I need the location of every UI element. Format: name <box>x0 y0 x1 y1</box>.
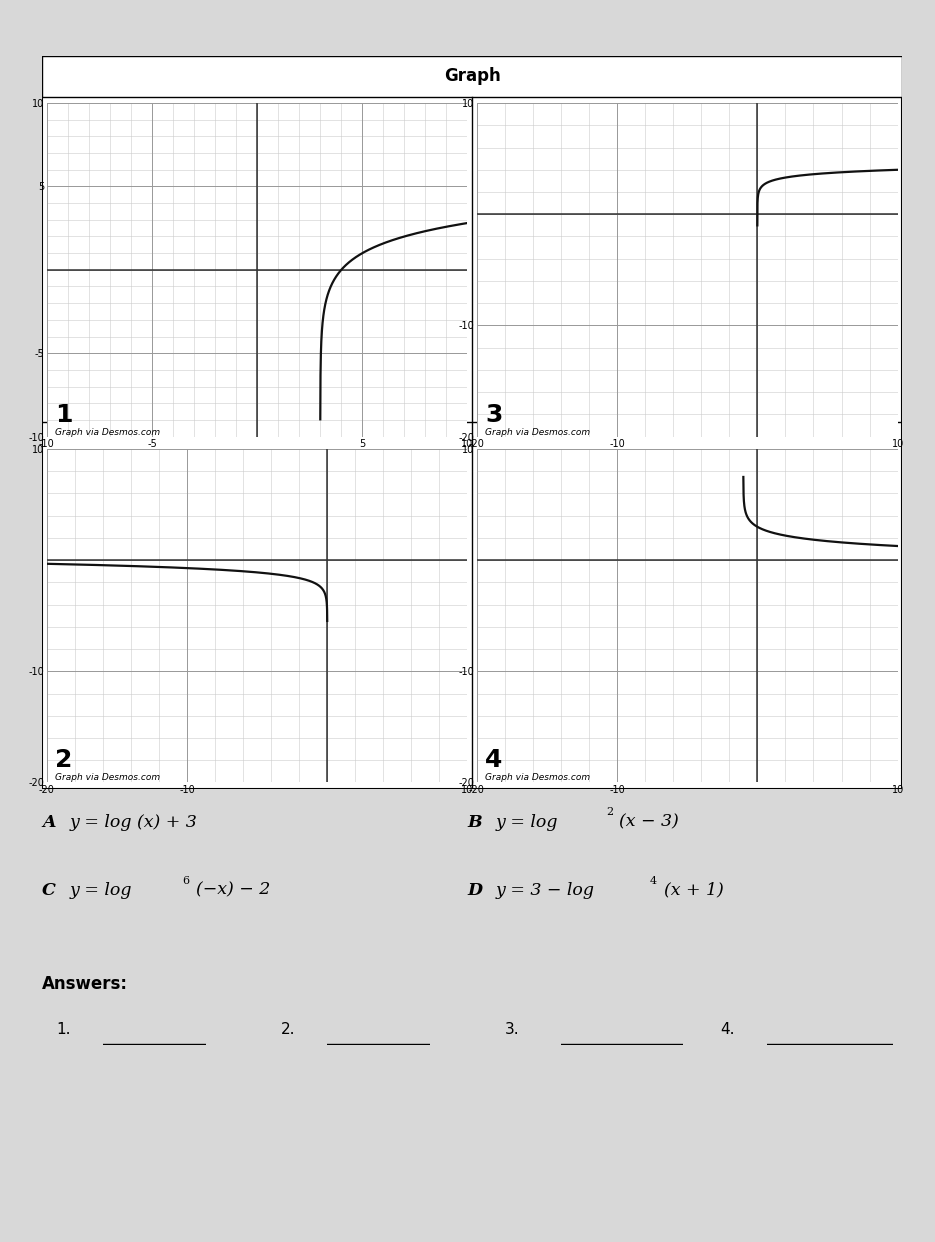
Text: 3: 3 <box>485 402 503 426</box>
Text: y = log: y = log <box>70 882 133 899</box>
Text: 2: 2 <box>606 807 613 817</box>
Text: 4.: 4. <box>720 1022 735 1037</box>
Text: Graph via Desmos.com: Graph via Desmos.com <box>55 774 160 782</box>
Text: Graph: Graph <box>444 67 500 86</box>
Text: D: D <box>468 882 482 899</box>
Text: (x + 1): (x + 1) <box>664 882 724 899</box>
Bar <box>42 56 902 97</box>
Text: (x − 3): (x − 3) <box>619 814 679 831</box>
Text: 2: 2 <box>55 749 73 773</box>
Text: Answers:: Answers: <box>42 975 128 992</box>
Text: Graph via Desmos.com: Graph via Desmos.com <box>485 774 590 782</box>
Text: Graph via Desmos.com: Graph via Desmos.com <box>55 427 160 437</box>
Text: C: C <box>42 882 56 899</box>
Text: 4: 4 <box>650 876 657 886</box>
Text: 3.: 3. <box>505 1022 520 1037</box>
Text: 1.: 1. <box>56 1022 71 1037</box>
Text: 1: 1 <box>55 402 73 426</box>
Text: 2.: 2. <box>280 1022 295 1037</box>
Text: y = 3 − log: y = 3 − log <box>496 882 595 899</box>
Text: y = log (x) + 3: y = log (x) + 3 <box>70 814 198 831</box>
Text: (−x) − 2: (−x) − 2 <box>196 882 270 899</box>
Text: 4: 4 <box>485 749 503 773</box>
Text: A: A <box>42 814 55 831</box>
Text: 6: 6 <box>182 876 190 886</box>
Text: y = log: y = log <box>496 814 558 831</box>
Text: Graph via Desmos.com: Graph via Desmos.com <box>485 427 590 437</box>
Text: B: B <box>468 814 482 831</box>
